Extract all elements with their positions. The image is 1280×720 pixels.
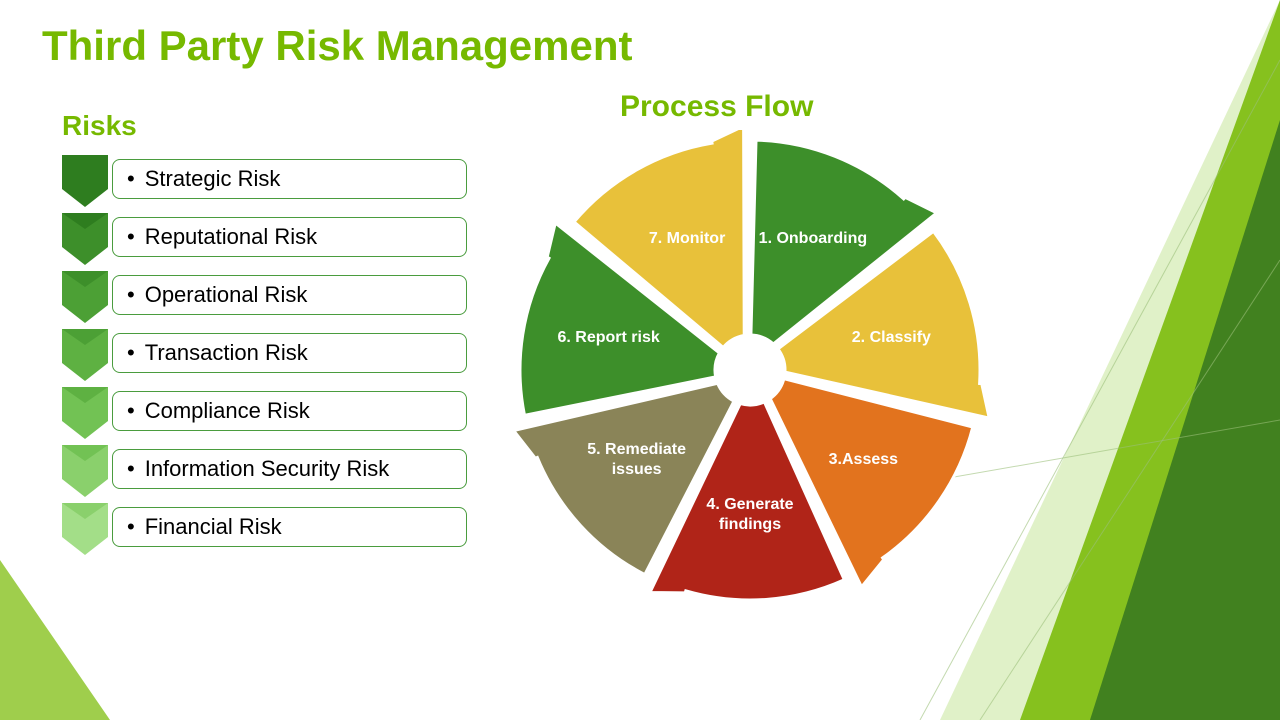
risk-item: • Strategic Risk: [112, 159, 467, 199]
risk-label: Compliance Risk: [145, 398, 310, 424]
chevron-down-icon: [62, 503, 108, 555]
risk-row: • Transaction Risk: [62, 329, 467, 381]
flow-segment-label: 1. Onboarding: [753, 229, 873, 249]
chevron-down-icon: [62, 387, 108, 439]
process-flow-wheel: 1. Onboarding 2. Classify 3.Assess 4. Gener…: [510, 130, 990, 610]
process-flow-heading: Process Flow: [620, 90, 813, 124]
bullet-icon: •: [127, 340, 135, 366]
process-flow-svg: [510, 130, 990, 610]
risk-item: • Reputational Risk: [112, 217, 467, 257]
risks-list: • Strategic Risk • Reputational Risk • Operat…: [62, 155, 467, 561]
bullet-icon: •: [127, 224, 135, 250]
bullet-icon: •: [127, 166, 135, 192]
risk-item: • Transaction Risk: [112, 333, 467, 373]
chevron-down-icon: [62, 155, 108, 207]
slide-title: Third Party Risk Management: [42, 22, 632, 70]
bg-triangle: [940, 0, 1280, 720]
risks-heading: Risks: [62, 110, 137, 142]
flow-segment-label: 3.Assess: [803, 450, 923, 470]
bg-triangle: [1020, 0, 1280, 720]
risk-row: • Operational Risk: [62, 271, 467, 323]
flow-segment-label: 5. Remediate issues: [577, 440, 697, 480]
risk-label: Operational Risk: [145, 282, 308, 308]
risk-label: Financial Risk: [145, 514, 282, 540]
risk-label: Reputational Risk: [145, 224, 317, 250]
risk-item: • Information Security Risk: [112, 449, 467, 489]
risk-item: • Financial Risk: [112, 507, 467, 547]
chevron-down-icon: [62, 213, 108, 265]
risk-item: • Operational Risk: [112, 275, 467, 315]
bullet-icon: •: [127, 514, 135, 540]
chevron-down-icon: [62, 329, 108, 381]
bullet-icon: •: [127, 282, 135, 308]
bg-triangle: [1090, 120, 1280, 720]
risk-row: • Strategic Risk: [62, 155, 467, 207]
risk-label: Strategic Risk: [145, 166, 281, 192]
flow-segment-label: 4. Generate findings: [690, 495, 810, 535]
risk-row: • Information Security Risk: [62, 445, 467, 497]
flow-segment-label: 2. Classify: [831, 328, 951, 348]
chevron-down-icon: [62, 271, 108, 323]
bullet-icon: •: [127, 398, 135, 424]
flow-segment-label: 6. Report risk: [549, 328, 669, 348]
risk-row: • Financial Risk: [62, 503, 467, 555]
slide-root: Third Party Risk Management Risks Proces…: [0, 0, 1280, 720]
chevron-down-icon: [62, 445, 108, 497]
bg-triangle: [0, 560, 110, 720]
risk-row: • Compliance Risk: [62, 387, 467, 439]
risk-row: • Reputational Risk: [62, 213, 467, 265]
risk-label: Transaction Risk: [145, 340, 308, 366]
risk-label: Information Security Risk: [145, 456, 390, 482]
bullet-icon: •: [127, 456, 135, 482]
bg-line: [980, 260, 1280, 720]
flow-segment-label: 7. Monitor: [627, 229, 747, 249]
risk-item: • Compliance Risk: [112, 391, 467, 431]
